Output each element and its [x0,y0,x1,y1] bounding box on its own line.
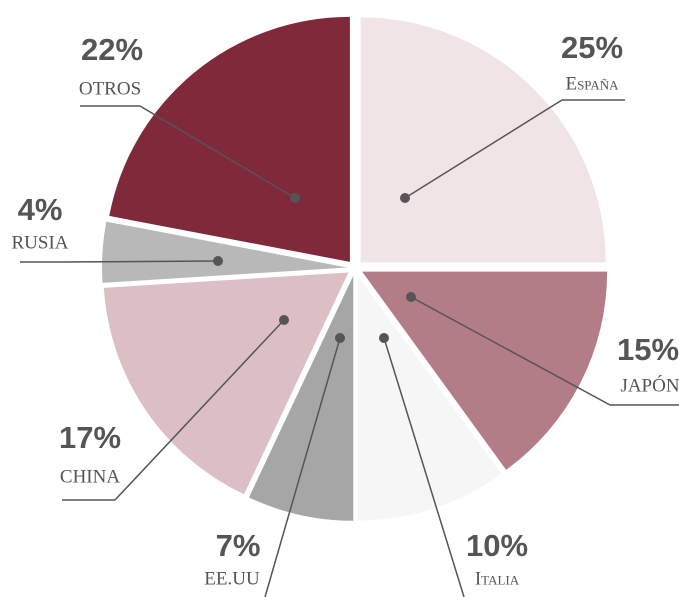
value-label: 17% [59,420,121,455]
leader-dot [335,333,345,343]
pie-slice [360,17,606,263]
pie-slice [109,16,350,262]
pie-slice [362,271,608,470]
leader-line [383,337,465,597]
leader-line [410,296,611,406]
pie-slice [103,272,349,495]
pie-slice [248,275,354,521]
leader-line [61,260,219,263]
value-label: 10% [466,528,528,563]
pie-slice [357,275,502,521]
category-label: JAPÓN [620,374,679,396]
category-label: España [565,73,619,94]
pie-slice [102,221,348,283]
category-label: OTROS [79,78,141,99]
category-label: RUSIA [11,232,68,253]
value-label: 22% [81,32,143,67]
leader-dot [406,292,416,302]
value-label: 15% [617,332,679,367]
leader-line [139,105,296,199]
leader-dot [379,333,389,343]
category-label: CHINA [60,466,120,487]
category-label: EE.UU [204,568,260,589]
value-label: 25% [561,30,623,65]
leader-dot [290,193,300,203]
leader-dot [213,256,223,266]
value-label: 4% [18,192,63,227]
leader-line [114,319,285,501]
value-label: 7% [216,528,261,563]
leader-dot [279,315,289,325]
leader-dot [400,193,410,203]
leader-line [264,337,341,597]
leader-line [404,99,563,199]
category-label: Italia [475,568,520,589]
